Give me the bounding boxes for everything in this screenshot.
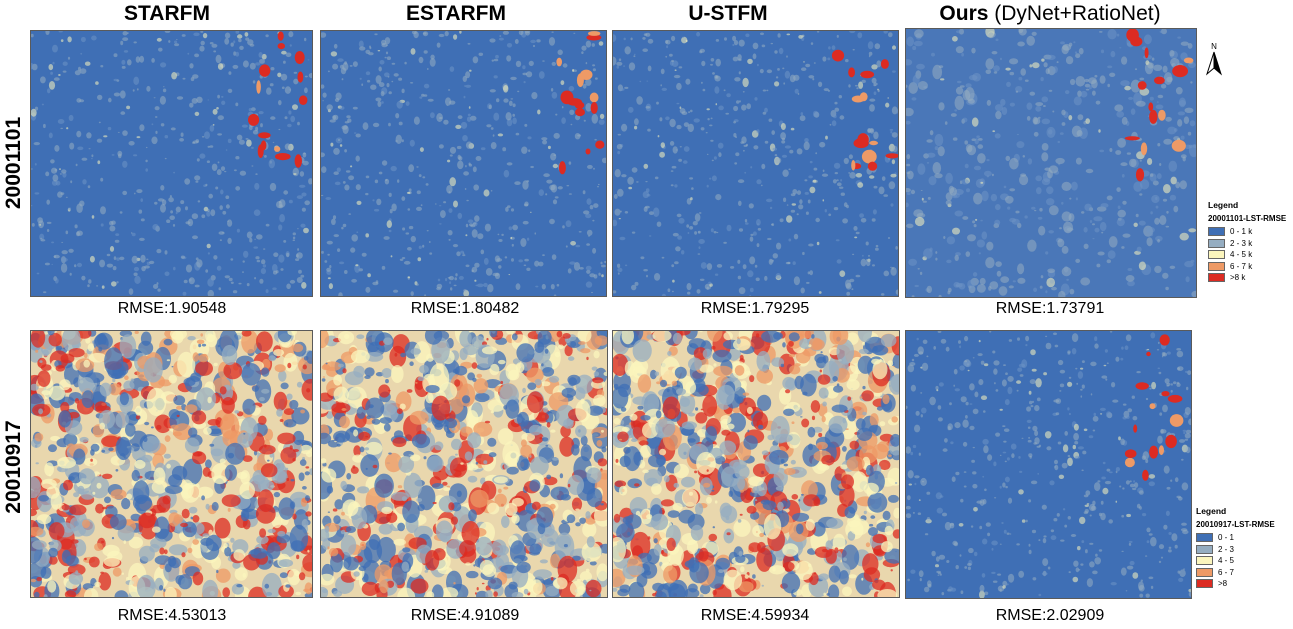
legend-item: 4 - 5 k [1208,249,1293,260]
legend-swatch [1196,556,1213,565]
legend-item: >8 [1196,578,1291,589]
map-starfm-20010917 [30,330,313,598]
rmse-ustfm-20001101: RMSE:1.79295 [700,300,810,317]
rmse-estarfm-20010917: RMSE:4.91089 [410,607,520,624]
legend-20001101: Legend 20001101-LST-RMSE 0 - 1 k 2 - 3 k… [1208,200,1293,284]
map-ustfm-20001101 [612,30,899,297]
row-label-20001101: 20001101 [2,116,25,210]
row-label-20010917: 20010917 [2,420,25,514]
map-ours-20010917 [905,330,1192,599]
legend-swatch [1208,238,1225,248]
legend-item: 4 - 5 [1196,555,1291,566]
legend-item: >8 k [1208,272,1293,283]
map-estarfm-20010917 [320,330,608,598]
rmse-ours-20010917: RMSE:2.02909 [995,607,1105,624]
legend-subtitle: 20001101-LST-RMSE [1208,214,1287,223]
map-starfm-20001101 [30,30,313,297]
legend-swatch [1208,227,1225,236]
column-title-ours: Ours (DyNet+RatioNet) [939,2,1161,25]
rmse-estarfm-20001101: RMSE:1.80482 [410,300,520,317]
legend-subtitle: 20010917-LST-RMSE [1196,520,1275,529]
legend-swatch [1208,273,1225,282]
legend-20010917: Legend 20010917-LST-RMSE 0 - 1 2 - 3 4 -… [1196,506,1291,590]
column-title-estarfm: ESTARFM [406,2,506,25]
column-title-ustfm: U-STFM [688,2,768,25]
legend-item: 6 - 7 k [1208,261,1293,272]
map-estarfm-20001101 [320,30,607,297]
legend-item: 0 - 1 k [1208,226,1293,237]
legend-swatch [1196,533,1213,542]
legend-swatch [1208,261,1225,271]
map-ours-20001101 [905,28,1197,298]
legend-swatch [1208,250,1225,259]
rmse-starfm-20010917: RMSE:4.53013 [117,607,227,624]
legend-item: 0 - 1 [1196,532,1291,543]
rmse-starfm-20001101: RMSE:1.90548 [117,300,227,317]
rmse-ours-20001101: RMSE:1.73791 [995,300,1105,317]
north-label: N [1211,42,1217,51]
legend-item: 2 - 3 [1196,544,1291,555]
north-arrow-icon: N [1203,40,1225,80]
legend-title: Legend [1208,200,1239,210]
legend-title: Legend [1196,506,1227,516]
legend-swatch [1196,544,1213,554]
legend-swatch [1196,579,1213,588]
rmse-ustfm-20010917: RMSE:4.59934 [700,607,810,624]
legend-item: 6 - 7 [1196,567,1291,578]
map-ustfm-20010917 [612,330,900,598]
column-title-starfm: STARFM [124,2,210,25]
legend-item: 2 - 3 k [1208,238,1293,249]
legend-swatch [1196,567,1213,577]
